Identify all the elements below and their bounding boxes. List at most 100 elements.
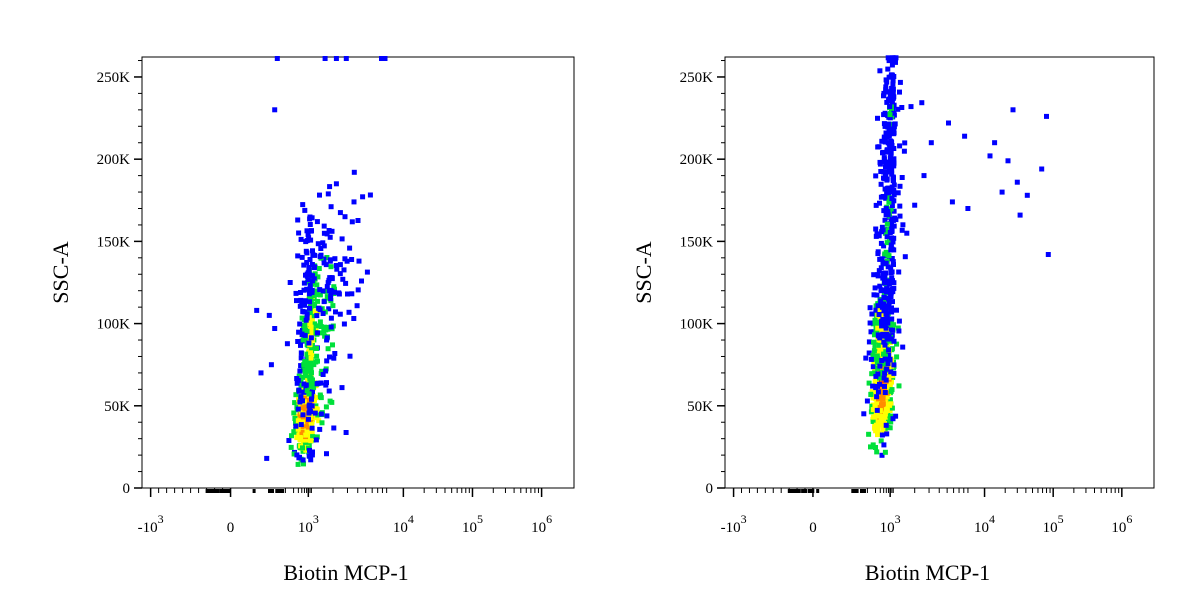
x-tick-label: 0 xyxy=(809,520,817,536)
data-point xyxy=(308,452,314,458)
data-point xyxy=(885,417,891,423)
data-point xyxy=(889,309,895,315)
data-point xyxy=(313,403,319,409)
data-point xyxy=(307,447,312,453)
data-point xyxy=(304,424,310,430)
data-point xyxy=(295,253,301,259)
data-point xyxy=(305,440,311,446)
baseline-event xyxy=(227,489,231,493)
data-point xyxy=(319,420,325,426)
data-point xyxy=(317,307,323,313)
x-tick-label: 0 xyxy=(227,520,235,536)
data-point xyxy=(880,312,886,318)
data-point xyxy=(896,383,902,389)
data-point xyxy=(886,185,892,191)
data-point xyxy=(874,407,880,413)
data-point xyxy=(330,303,336,309)
data-point xyxy=(317,292,323,298)
data-point xyxy=(327,184,333,190)
data-point xyxy=(329,275,335,281)
data-point xyxy=(312,271,318,277)
data-point xyxy=(316,266,322,271)
data-point xyxy=(885,361,891,367)
data-point xyxy=(879,138,885,144)
data-point xyxy=(308,386,314,392)
data-point xyxy=(883,260,889,266)
data-point xyxy=(864,398,870,404)
data-point xyxy=(298,394,304,400)
data-point xyxy=(879,224,885,230)
data-point xyxy=(878,308,884,314)
data-point xyxy=(870,418,876,424)
data-point xyxy=(298,342,303,348)
data-point xyxy=(320,240,326,246)
data-point xyxy=(333,56,339,61)
x-tick-label: 103 xyxy=(298,512,319,536)
data-point xyxy=(306,416,311,422)
data-point xyxy=(886,199,892,205)
data-point xyxy=(317,192,322,198)
data-point xyxy=(346,309,352,315)
data-point xyxy=(320,372,326,377)
data-point xyxy=(295,406,301,412)
data-point xyxy=(308,308,314,314)
data-point xyxy=(298,297,304,303)
data-point xyxy=(1005,158,1011,164)
data-point xyxy=(861,411,867,417)
data-point xyxy=(888,322,894,328)
data-point xyxy=(885,122,891,127)
data-point xyxy=(887,115,893,121)
data-point xyxy=(286,438,292,443)
data-point xyxy=(341,321,347,327)
data-point xyxy=(324,231,330,237)
data-point xyxy=(870,352,876,358)
data-point xyxy=(318,380,324,386)
data-point xyxy=(326,306,332,312)
data-point xyxy=(304,329,310,334)
data-point xyxy=(294,380,300,386)
baseline-event xyxy=(210,489,214,493)
data-point xyxy=(287,280,293,285)
data-point xyxy=(309,396,314,402)
data-point xyxy=(284,341,290,347)
data-point xyxy=(878,327,884,333)
data-point xyxy=(899,175,905,180)
y-axis: 0 50K 100K 150K 200K 250K xyxy=(680,60,725,497)
data-point xyxy=(891,223,897,229)
data-point xyxy=(333,181,339,187)
data-point xyxy=(309,313,315,319)
data-point xyxy=(298,355,304,361)
data-point xyxy=(866,431,872,437)
data-point xyxy=(321,299,327,305)
data-point xyxy=(308,438,314,444)
data-point xyxy=(880,426,886,432)
data-point xyxy=(863,355,869,361)
data-point xyxy=(946,120,951,126)
data-point xyxy=(866,350,872,356)
data-point xyxy=(876,268,882,274)
data-point xyxy=(872,285,878,291)
data-point xyxy=(889,275,895,281)
data-point xyxy=(292,416,298,421)
data-point xyxy=(341,267,347,273)
data-point xyxy=(319,368,325,374)
data-point xyxy=(328,315,334,321)
data-point xyxy=(882,390,888,395)
data-point xyxy=(883,134,889,140)
data-point xyxy=(891,362,897,368)
data-point xyxy=(307,305,312,311)
data-point xyxy=(309,278,315,284)
data-point xyxy=(890,299,895,305)
data-point xyxy=(297,368,303,374)
plot-panel-2: 0 50K 100K 150K 200K 250K -103 0 103 104 105 106 Bio… xyxy=(631,55,1155,585)
data-point xyxy=(885,402,891,408)
data-point xyxy=(295,378,301,383)
data-point xyxy=(327,234,333,240)
data-point xyxy=(896,269,902,275)
data-point xyxy=(292,400,298,406)
data-point xyxy=(1024,192,1030,198)
data-point xyxy=(874,231,880,237)
data-point xyxy=(888,270,894,276)
data-point xyxy=(886,96,892,102)
data-point xyxy=(303,382,309,388)
